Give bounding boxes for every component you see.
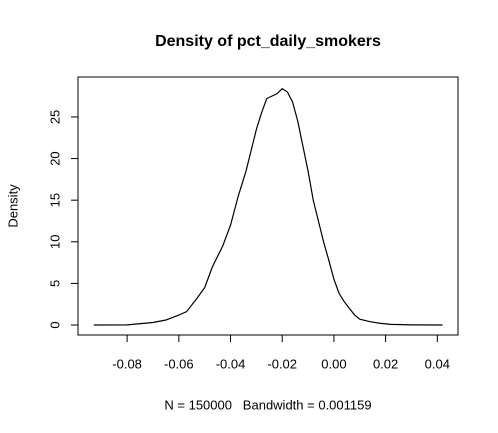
x-tick-label: 0.02 <box>373 356 398 371</box>
x-tick-label: -0.04 <box>216 356 246 371</box>
x-tick-label: -0.08 <box>112 356 142 371</box>
y-tick-label: 20 <box>47 151 62 165</box>
y-tick-label: 5 <box>47 280 62 287</box>
y-axis-label: Density <box>5 184 20 228</box>
y-tick-label: 25 <box>47 110 62 124</box>
x-tick-label: 0.04 <box>425 356 450 371</box>
y-tick-label: 0 <box>47 321 62 328</box>
x-axis-label: N = 150000 Bandwidth = 0.001159 <box>164 397 371 412</box>
y-tick-label: 10 <box>47 235 62 249</box>
plot-frame <box>77 76 459 336</box>
y-tick-label: 15 <box>47 193 62 207</box>
x-tick-label: -0.06 <box>164 356 194 371</box>
chart-title: Density of pct_daily_smokers <box>155 33 381 50</box>
x-tick-label: -0.02 <box>267 356 297 371</box>
x-tick-label: 0.00 <box>321 356 346 371</box>
density-line <box>93 87 443 326</box>
